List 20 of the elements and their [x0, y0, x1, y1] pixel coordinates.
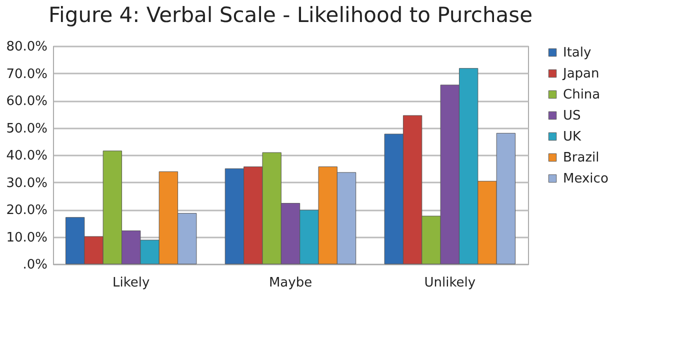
legend-label: Brazil — [563, 150, 600, 166]
y-tick-label: 30.0% — [6, 176, 48, 191]
legend-label: Italy — [563, 46, 592, 60]
x-tick-label: Likely — [112, 276, 150, 290]
legend-label: China — [563, 88, 600, 102]
y-tick-label: 50.0% — [6, 121, 48, 136]
x-tick-label: Unlikely — [424, 276, 476, 290]
y-tick-label: .0% — [22, 258, 48, 272]
y-tick-label: 40.0% — [6, 148, 48, 164]
legend-label: UK — [563, 130, 582, 144]
y-tick-label: 20.0% — [6, 203, 48, 218]
legend-label: Japan — [562, 66, 600, 82]
x-tick-label: Maybe — [268, 276, 312, 290]
y-tick-label: 80.0% — [6, 40, 48, 54]
y-tick-label: 70.0% — [6, 66, 48, 82]
chart-title: Figure 4: Verbal Scale - Likelihood to Purchase — [48, 3, 532, 27]
y-tick-label: 60.0% — [6, 94, 48, 109]
legend-label: Mexico — [563, 172, 608, 186]
y-tick-label: 10.0% — [6, 230, 48, 246]
legend-label: US — [563, 108, 581, 124]
